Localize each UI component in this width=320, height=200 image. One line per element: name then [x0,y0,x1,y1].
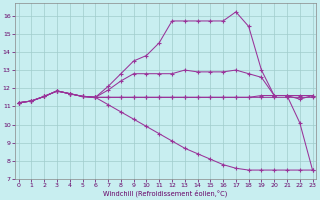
X-axis label: Windchill (Refroidissement éolien,°C): Windchill (Refroidissement éolien,°C) [103,190,228,197]
